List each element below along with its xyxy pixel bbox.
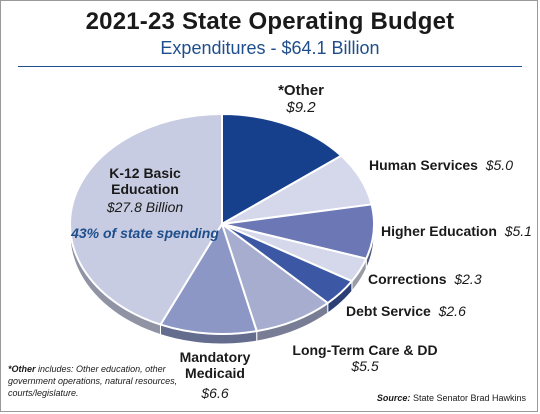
chart-title: 2021-23 State Operating Budget — [85, 8, 455, 35]
label-corrections-name: Corrections — [368, 271, 447, 287]
label-human-services: Human Services $5.0 — [369, 157, 513, 173]
label-medicaid-name-2: Medicaid — [185, 365, 245, 381]
pie-slices — [69, 113, 375, 335]
label-k12-value: $27.8 Billion — [106, 199, 184, 215]
pie-slice-k-12-basic-education — [69, 113, 223, 326]
label-debt-service: Debt Service $2.6 — [346, 303, 466, 319]
label-long-term-care: Long-Term Care & DD $5.5 — [290, 342, 440, 374]
label-long-term-care-name: Long-Term Care & DD — [292, 342, 438, 358]
label-other: *Other $9.2 — [276, 82, 326, 116]
label-debt-service-name: Debt Service — [346, 303, 431, 319]
footnote-term: *Other — [8, 364, 36, 374]
label-corrections-value: $2.3 — [454, 271, 482, 287]
label-higher-education: Higher Education $5.1 — [381, 223, 532, 239]
label-k12-percent: 43% of state spending — [71, 225, 219, 241]
label-k12-name-2: Education — [111, 181, 179, 197]
pie-slice-mandatory-medicaid — [159, 223, 258, 335]
label-mandatory-medicaid: Mandatory Medicaid $6.6 — [175, 349, 255, 401]
label-debt-service-value: $2.6 — [438, 303, 466, 319]
label-human-services-value: $5.0 — [485, 157, 513, 173]
label-human-services-name: Human Services — [369, 157, 478, 173]
source-credit: Source: State Senator Brad Hawkins — [377, 393, 526, 403]
label-k12: K-12 Basic Education $27.8 Billion 43% o… — [70, 165, 220, 241]
label-medicaid-value: $6.6 — [201, 385, 229, 401]
label-corrections: Corrections $2.3 — [368, 271, 482, 287]
footnote: *Other includes: Other education, other … — [8, 363, 208, 399]
source-label: Source: — [376, 393, 411, 403]
chart-subtitle: Expenditures - $64.1 Billion — [160, 38, 380, 58]
label-other-value: $9.2 — [286, 99, 316, 116]
label-long-term-care-value: $5.5 — [351, 358, 379, 374]
source-text: State Senator Brad Hawkins — [410, 393, 526, 403]
title-divider — [18, 66, 522, 67]
label-medicaid-name-1: Mandatory — [179, 349, 251, 365]
pie-slice-other — [221, 113, 343, 225]
label-higher-education-name: Higher Education — [381, 223, 497, 239]
label-k12-name-1: K-12 Basic — [109, 165, 181, 181]
footnote-text: includes: Other education, other governm… — [8, 364, 178, 398]
label-other-name: *Other — [278, 82, 324, 99]
label-higher-education-value: $5.1 — [504, 223, 532, 239]
